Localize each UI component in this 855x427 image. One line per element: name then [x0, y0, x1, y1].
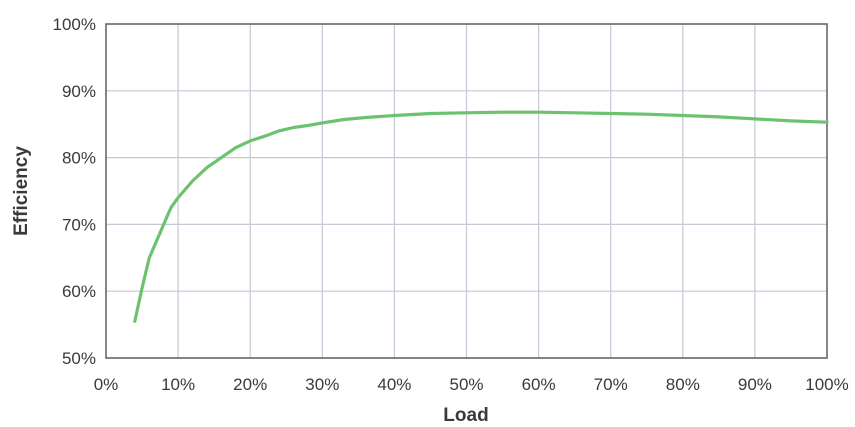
- y-tick-label: 60%: [62, 282, 96, 301]
- x-tick-label: 80%: [666, 375, 700, 394]
- x-tick-label: 30%: [305, 375, 339, 394]
- plot-frame: [105, 23, 828, 359]
- x-axis-title: Load: [443, 405, 488, 426]
- x-tick-label: 40%: [377, 375, 411, 394]
- efficiency-series-line: [133, 110, 829, 323]
- x-tick-labels: 0% 10% 20% 30% 40% 50% 60% 70% 80% 90% 100%: [94, 375, 849, 394]
- grid-layer: [105, 23, 828, 359]
- x-tick-label: 0%: [94, 375, 119, 394]
- y-tick-labels: 50% 60% 70% 80% 90% 100%: [53, 15, 96, 368]
- x-tick-label: 20%: [233, 375, 267, 394]
- x-tick-label: 90%: [738, 375, 772, 394]
- x-tick-label: 60%: [522, 375, 556, 394]
- y-tick-label: 70%: [62, 215, 96, 234]
- y-tick-label: 90%: [62, 82, 96, 101]
- x-tick-label: 100%: [805, 375, 848, 394]
- series-layer: [133, 110, 829, 323]
- x-tick-label: 70%: [594, 375, 628, 394]
- y-tick-label: 50%: [62, 349, 96, 368]
- y-axis-title: Efficiency: [11, 146, 32, 236]
- y-tick-label: 80%: [62, 149, 96, 168]
- x-tick-label: 50%: [449, 375, 483, 394]
- x-tick-label: 10%: [161, 375, 195, 394]
- y-tick-label: 100%: [53, 15, 96, 34]
